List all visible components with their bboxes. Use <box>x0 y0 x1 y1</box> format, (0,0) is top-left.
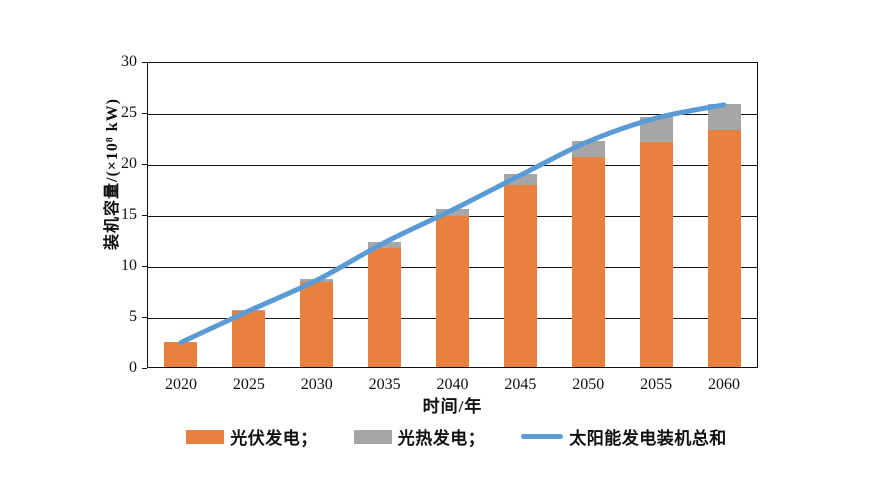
bar-segment-光伏发电-2030 <box>300 282 334 367</box>
y-tick-label: 20 <box>121 155 137 172</box>
y-tick-label: 15 <box>121 206 137 223</box>
y-tick-label: 30 <box>121 53 137 70</box>
y-tick-mark <box>142 317 147 319</box>
y-tick-mark <box>142 368 147 370</box>
csp-swatch-icon <box>353 429 392 444</box>
bar-stack-2055 <box>639 117 673 367</box>
y-tick-label: 10 <box>121 257 137 274</box>
legend-item-pv: 光伏发电； <box>186 424 318 449</box>
y-axis-title: 装机容量/(×10⁸ kW) <box>104 98 121 250</box>
bar-segment-光热发电-2030 <box>300 279 334 283</box>
bar-stack-2025 <box>232 309 266 367</box>
y-tick-label: 25 <box>121 104 137 121</box>
legend: 光伏发电； 光热发电； 太阳能发电装机总和 <box>0 424 879 449</box>
bar-segment-光伏发电-2050 <box>571 156 605 367</box>
y-tick-label: 5 <box>129 308 137 325</box>
x-tick-label: 2025 <box>232 376 265 393</box>
y-tick-label: 0 <box>129 359 137 376</box>
x-tick-label: 2045 <box>504 376 537 393</box>
x-axis-title: 时间/年 <box>422 397 483 416</box>
x-tick-label: 2060 <box>708 376 741 393</box>
total-line-swatch-icon <box>521 434 564 439</box>
plot-area <box>147 62 758 368</box>
bar-segment-光伏发电-2040 <box>436 216 469 367</box>
x-tick-label: 2055 <box>640 376 673 393</box>
y-tick-mark <box>142 164 147 166</box>
bar-stack-2045 <box>503 174 537 367</box>
legend-item-csp: 光热发电； <box>353 424 486 449</box>
x-tick-label: 2030 <box>300 376 333 393</box>
bar-stack-2020 <box>164 341 198 367</box>
bar-segment-光伏发电-2020 <box>164 341 198 367</box>
legend-item-total: 太阳能发电装机总和 <box>521 424 727 449</box>
x-tick-label: 2050 <box>572 376 605 393</box>
y-tick-mark <box>142 62 147 64</box>
bar-segment-光伏发电-2055 <box>639 141 673 367</box>
pv-swatch-icon <box>186 429 225 444</box>
y-tick-mark <box>142 113 147 115</box>
x-tick-label: 2040 <box>436 376 469 393</box>
bar-segment-光热发电-2045 <box>503 174 537 186</box>
bar-segment-光热发电-2035 <box>368 241 402 248</box>
bar-segment-光热发电-2060 <box>707 103 741 131</box>
bar-segment-光热发电-2050 <box>571 140 605 157</box>
x-tick-label: 2035 <box>368 376 401 393</box>
bar-segment-光热发电-2040 <box>436 208 469 217</box>
y-tick-mark <box>142 266 147 268</box>
legend-label-pv: 光伏发电； <box>230 429 318 448</box>
bar-stack-2030 <box>300 279 334 367</box>
legend-label-csp: 光热发电； <box>397 429 486 448</box>
bar-stack-2060 <box>707 103 741 367</box>
y-tick-mark <box>142 215 147 217</box>
legend-label-total: 太阳能发电装机总和 <box>569 429 727 448</box>
bar-stack-2040 <box>436 208 469 367</box>
bar-segment-光伏发电-2060 <box>707 130 741 367</box>
bar-segment-光伏发电-2045 <box>503 185 537 367</box>
bar-segment-光伏发电-2025 <box>232 310 266 367</box>
bar-stack-2035 <box>368 241 402 367</box>
bar-stack-2050 <box>571 140 605 367</box>
bar-segment-光伏发电-2035 <box>368 247 402 367</box>
gridline <box>148 114 757 115</box>
x-tick-label: 2020 <box>164 376 197 393</box>
bar-segment-光热发电-2025 <box>232 309 266 311</box>
bar-segment-光热发电-2055 <box>639 117 673 142</box>
